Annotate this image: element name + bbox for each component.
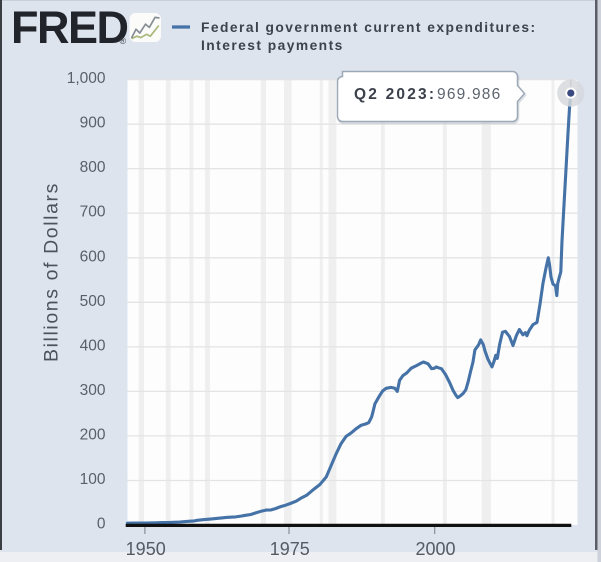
svg-text:100: 100 xyxy=(80,471,106,488)
svg-text:2000: 2000 xyxy=(415,539,455,559)
svg-text:1975: 1975 xyxy=(270,539,310,559)
svg-text:Interest payments: Interest payments xyxy=(201,38,344,53)
svg-text:800: 800 xyxy=(80,159,106,176)
svg-text:500: 500 xyxy=(80,293,106,310)
svg-text:Federal government current exp: Federal government current expenditures: xyxy=(201,20,537,35)
svg-text:969.986: 969.986 xyxy=(437,86,501,103)
svg-text:200: 200 xyxy=(80,426,106,443)
svg-text:Q2 2023:: Q2 2023: xyxy=(354,86,436,103)
svg-text:700: 700 xyxy=(80,204,106,221)
svg-text:400: 400 xyxy=(80,337,106,354)
svg-text:Billions of Dollars: Billions of Dollars xyxy=(41,182,63,362)
svg-text:300: 300 xyxy=(80,382,106,399)
svg-text:900: 900 xyxy=(80,115,106,132)
svg-text:1,000: 1,000 xyxy=(67,70,106,87)
svg-text:1950: 1950 xyxy=(126,539,166,559)
svg-text:FRED: FRED xyxy=(11,2,128,53)
svg-text:®: ® xyxy=(120,36,127,46)
svg-text:600: 600 xyxy=(80,248,106,265)
svg-text:0: 0 xyxy=(97,516,106,533)
